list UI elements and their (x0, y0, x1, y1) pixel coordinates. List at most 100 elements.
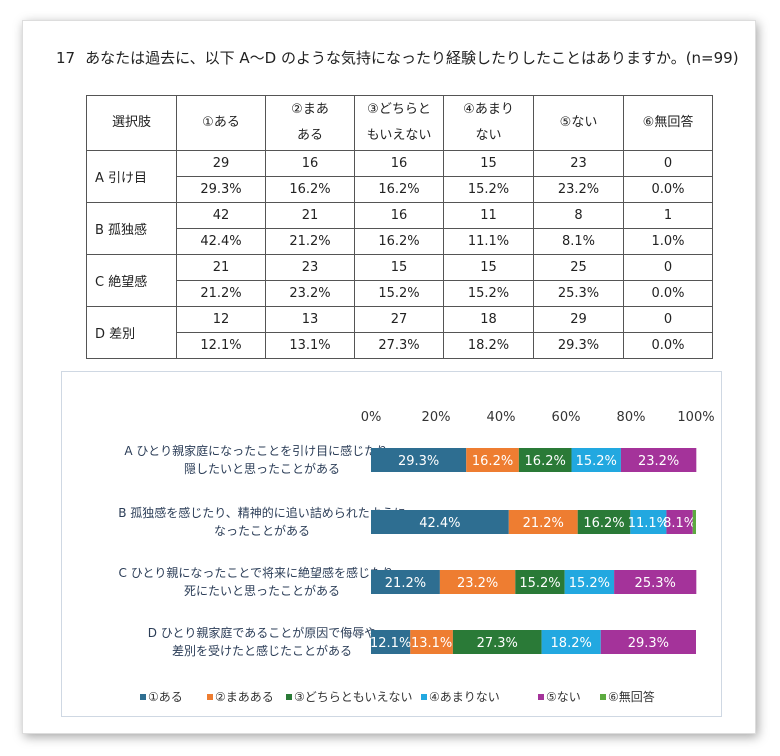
question-text: あなたは過去に、以下 A～D のような気持になったり経験したりしたことはあります… (85, 49, 739, 67)
table-cell: 0.0% (623, 332, 713, 359)
data-label: 25.3% (635, 576, 676, 591)
table-row: A 引け目 29 16 16 15 23 0 (86, 150, 713, 203)
header-nai: ⑤ない (533, 95, 624, 151)
table-cell: 25.3% (533, 280, 624, 307)
header-choices: 選択肢 (86, 95, 177, 151)
table-cell: 15.2% (443, 280, 534, 307)
table-cell: 21.2% (176, 280, 266, 307)
bar-segment (371, 570, 440, 594)
table-row: B 孤独感 42 21 16 11 8 1 (86, 202, 713, 255)
table-cell: 13 (265, 306, 355, 333)
bar-segment (541, 630, 601, 654)
x-tick-label: 100% (677, 410, 714, 425)
table-cell: 16.2% (265, 176, 355, 203)
table-cell: 16 (265, 150, 355, 177)
bar-segment (410, 630, 453, 654)
header-dochiratomo: ③どちらと もいえない (354, 95, 444, 151)
data-label: 15.2% (519, 576, 560, 591)
x-tick-label: 0% (361, 410, 382, 425)
response-table: 選択肢 ①ある ②まあ ある ③どちらと もいえない ④あまり ない ⑤ない ⑥… (86, 95, 713, 359)
category-label: 差別を受けたと感じたことがある (172, 643, 352, 658)
bar-segment (371, 510, 509, 534)
table-header-row: 選択肢 ①ある ②まあ ある ③どちらと もいえない ④あまり ない ⑤ない ⑥… (86, 95, 713, 151)
data-label: 29.3% (628, 636, 669, 651)
category-label: 死にたいと思ったことがある (184, 583, 340, 598)
data-label: 8.1% (663, 516, 696, 531)
bar-segment (439, 570, 516, 594)
data-label: 18.2% (551, 636, 592, 651)
table-cell: 15 (354, 254, 444, 281)
category-label: C ひとり親になったことで将来に絶望感を感じたり、 (119, 565, 406, 580)
table-cell: 29.3% (533, 332, 624, 359)
table-cell: 16 (354, 202, 444, 229)
data-label: 11.1% (628, 516, 669, 531)
table-cell: 23.2% (265, 280, 355, 307)
table-cell: 16.2% (354, 176, 444, 203)
header-amarinai: ④あまり ない (443, 95, 534, 151)
table-cell: 8 (533, 202, 624, 229)
legend-swatch (600, 694, 606, 700)
bar-segment (620, 448, 697, 472)
data-label: 42.4% (419, 516, 460, 531)
bar-segment (518, 448, 572, 472)
table-cell: 18 (443, 306, 534, 333)
bar-segment (371, 630, 411, 654)
legend-label: ③どちらともいえない (294, 690, 413, 704)
header-mukaito: ⑥無回答 (623, 95, 713, 151)
table-cell: 16.2% (354, 228, 444, 255)
bar-segment (666, 510, 693, 534)
bar-segment (452, 630, 542, 654)
data-label: 27.3% (477, 636, 518, 651)
bar-segment (630, 510, 667, 534)
row-label: B 孤独感 (86, 202, 177, 255)
table-cell: 0 (623, 306, 713, 333)
data-label: 23.2% (638, 454, 679, 469)
table-cell: 29 (176, 150, 266, 177)
table-cell: 23 (533, 150, 624, 177)
legend-swatch (538, 694, 544, 700)
data-label: 13.1% (411, 636, 452, 651)
table-cell: 29 (533, 306, 624, 333)
legend-label: ④あまりない (429, 690, 500, 704)
table-cell: 0.0% (623, 176, 713, 203)
table-cell: 23 (265, 254, 355, 281)
table-row: 21.2% 23.2% 15.2% 15.2% 25.3% 0.0% (87, 280, 713, 307)
question-number: 17 (56, 49, 76, 67)
chart-container: 0% 20% 40% 60% 80% 100% A ひとり親家庭になったことを引け目に感じた… (61, 371, 722, 717)
table-cell: 1 (623, 202, 713, 229)
table-cell: 21 (265, 202, 355, 229)
bar-segment (577, 510, 631, 534)
legend-swatch (140, 694, 146, 700)
data-label: 15.2% (576, 454, 617, 469)
bar-segment (692, 510, 696, 534)
table-cell: 1.0% (623, 228, 713, 255)
legend-label: ⑥無回答 (608, 689, 655, 704)
table-cell: 11 (443, 202, 534, 229)
table-cell: 11.1% (443, 228, 534, 255)
bar-segment (600, 630, 696, 654)
table-row: 42.4% 21.2% 16.2% 11.1% 8.1% 1.0% (87, 228, 713, 255)
data-label: 16.2% (525, 454, 566, 469)
table-cell: 42.4% (176, 228, 266, 255)
bar-segment (564, 570, 615, 594)
header-maaaru: ②まあ ある (265, 95, 355, 151)
bar-segment (571, 448, 621, 472)
table-cell: 21 (176, 254, 266, 281)
data-label: 16.2% (583, 516, 624, 531)
x-tick-label: 20% (422, 410, 451, 425)
table-cell: 12.1% (176, 332, 266, 359)
table-cell: 0.0% (623, 280, 713, 307)
table-cell: 23.2% (533, 176, 624, 203)
data-label: 21.2% (385, 576, 426, 591)
category-label: D ひとり親家庭であることが原因で侮辱や (148, 625, 377, 640)
table-cell: 0 (623, 150, 713, 177)
table-cell: 15.2% (354, 280, 444, 307)
table-cell: 8.1% (533, 228, 624, 255)
table-cell: 15 (443, 150, 534, 177)
category-label: A ひとり親家庭になったことを引け目に感じたり、 (124, 443, 399, 458)
table-cell: 16 (354, 150, 444, 177)
stacked-bar-chart: 0% 20% 40% 60% 80% 100% A ひとり親家庭になったことを引け目に感じた… (118, 410, 714, 704)
category-label: 隠したいと思ったことがある (184, 461, 340, 476)
legend-label: ⑤ない (546, 690, 581, 704)
data-label: 29.3% (398, 454, 439, 469)
